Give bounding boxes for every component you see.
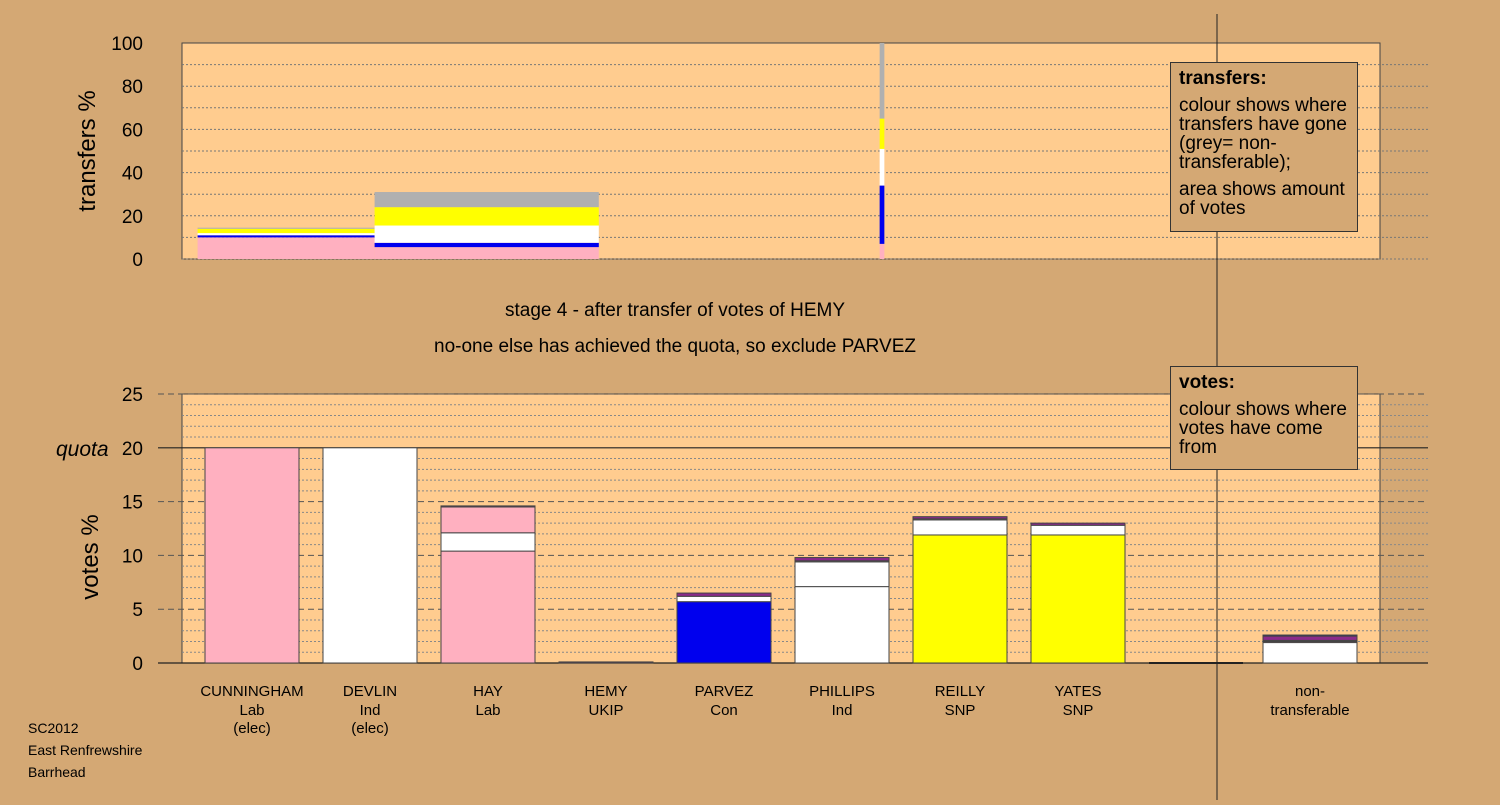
category-status-devlin: (elec) bbox=[351, 720, 389, 737]
vote-segment-yates-1 bbox=[1030, 524, 1126, 536]
category-party-devlin: Ind bbox=[360, 702, 381, 719]
vote-segment-hay-1 bbox=[440, 532, 536, 552]
quota-label: quota bbox=[56, 438, 109, 461]
votes-tick-label: 15 bbox=[122, 493, 143, 514]
vote-segment-non-transferable-4 bbox=[1262, 634, 1358, 637]
vote-segment-reilly-3 bbox=[912, 516, 1008, 520]
vote-segment-phillips-0 bbox=[794, 586, 890, 664]
legend-votes-text1: colour shows where votes have come from bbox=[1179, 399, 1347, 458]
vote-segment-parvez-0 bbox=[676, 601, 772, 664]
category-party-yates: SNP bbox=[1063, 702, 1094, 719]
transfer-segment-0-nontransferable bbox=[197, 227, 375, 229]
category-party-hay: Lab bbox=[475, 702, 500, 719]
legend-votes: votes: colour shows where votes have com… bbox=[1170, 366, 1358, 470]
vote-segment-non-transferable-3 bbox=[1262, 635, 1358, 641]
transfer-segment-1-con bbox=[374, 242, 599, 248]
category-party-hemy: UKIP bbox=[588, 702, 623, 719]
source-ward: Barrhead bbox=[28, 764, 86, 780]
category-name-reilly: REILLY bbox=[935, 683, 986, 700]
vote-segment-yates-0 bbox=[1030, 534, 1126, 664]
category-name-yates: YATES bbox=[1055, 683, 1102, 700]
vote-segment-reilly-1 bbox=[912, 519, 1008, 536]
votes-tick-label: 25 bbox=[122, 385, 143, 406]
transfer-segment-2-snp bbox=[879, 118, 885, 149]
vote-segment-yates-2 bbox=[1030, 522, 1126, 526]
vote-segment-hay-3 bbox=[440, 505, 536, 508]
transfers-tick-label: 0 bbox=[132, 250, 143, 271]
category-party-parvez: Con bbox=[710, 702, 738, 719]
category-name-cunningham: CUNNINGHAM bbox=[200, 683, 303, 700]
source-council: East Renfrewshire bbox=[28, 742, 143, 758]
transfers-tick-label: 20 bbox=[122, 207, 143, 228]
transfer-segment-0-con bbox=[197, 235, 375, 238]
votes-tick-label: 20 bbox=[122, 439, 143, 460]
category-name-hemy: HEMY bbox=[584, 683, 627, 700]
transfer-segment-2-ind bbox=[879, 148, 885, 186]
category-status-cunningham: (elec) bbox=[233, 720, 271, 737]
transfers-tick-label: 40 bbox=[122, 164, 143, 185]
vote-segment-parvez-1 bbox=[676, 595, 772, 603]
transfer-segment-2-lab bbox=[879, 243, 885, 259]
transfer-segment-0-ind bbox=[197, 233, 375, 236]
vote-segment-phillips-3 bbox=[794, 557, 890, 562]
votes-tick-label: 0 bbox=[132, 654, 143, 675]
transfer-segment-2-con bbox=[879, 185, 885, 244]
votes-axis-label: votes % bbox=[77, 514, 104, 599]
votes-tick-label: 5 bbox=[132, 600, 143, 621]
source-election: SC2012 bbox=[28, 720, 79, 736]
vote-segment-reilly-0 bbox=[912, 534, 1008, 664]
vote-segment-phillips-1 bbox=[794, 561, 890, 588]
stage-title: stage 4 - after transfer of votes of HEM… bbox=[504, 300, 846, 321]
category-nontransferable-1: non- bbox=[1295, 683, 1325, 700]
legend-transfers-text2: area shows amount of votes bbox=[1179, 179, 1345, 219]
legend-votes-title: votes: bbox=[1179, 372, 1235, 393]
vote-segment-parvez-2 bbox=[676, 592, 772, 597]
vote-segment-non-transferable-0 bbox=[1262, 642, 1358, 664]
transfers-tick-label: 60 bbox=[122, 120, 143, 141]
legend-transfers-title: transfers: bbox=[1179, 68, 1267, 89]
category-name-parvez: PARVEZ bbox=[695, 683, 754, 700]
transfer-segment-1-ind bbox=[374, 225, 599, 243]
category-name-devlin: DEVLIN bbox=[343, 683, 397, 700]
category-party-phillips: Ind bbox=[832, 702, 853, 719]
votes-tick-label: 10 bbox=[122, 546, 143, 567]
transfer-segment-0-lab bbox=[197, 237, 375, 259]
transfers-tick-label: 80 bbox=[122, 77, 143, 98]
stage-subtitle: no-one else has achieved the quota, so e… bbox=[434, 336, 916, 357]
legend-transfers: transfers: colour shows where transfers … bbox=[1170, 62, 1358, 232]
category-nontransferable-2: transferable bbox=[1270, 702, 1349, 719]
category-name-hay: HAY bbox=[473, 683, 503, 700]
transfers-axis-label: transfers % bbox=[74, 90, 101, 211]
vote-segment-hemy-0 bbox=[558, 661, 654, 664]
category-party-reilly: SNP bbox=[945, 702, 976, 719]
transfer-segment-2-nontransferable bbox=[879, 43, 885, 119]
vote-segment-cunningham-0 bbox=[204, 447, 300, 664]
transfers-tick-label: 100 bbox=[111, 34, 143, 55]
transfer-segment-0-snp bbox=[197, 228, 375, 234]
category-party-cunningham: Lab bbox=[239, 702, 264, 719]
transfer-segment-1-lab bbox=[374, 247, 599, 259]
transfer-segment-1-nontransferable bbox=[374, 192, 599, 208]
vote-segment-hay-0 bbox=[440, 550, 536, 664]
transfer-segment-1-snp bbox=[374, 207, 599, 226]
vote-segment-devlin-0 bbox=[322, 447, 418, 664]
legend-transfers-text1: colour shows where transfers have gone (… bbox=[1179, 95, 1347, 173]
category-name-phillips: PHILLIPS bbox=[809, 683, 875, 700]
vote-segment-hay-2 bbox=[440, 506, 536, 534]
